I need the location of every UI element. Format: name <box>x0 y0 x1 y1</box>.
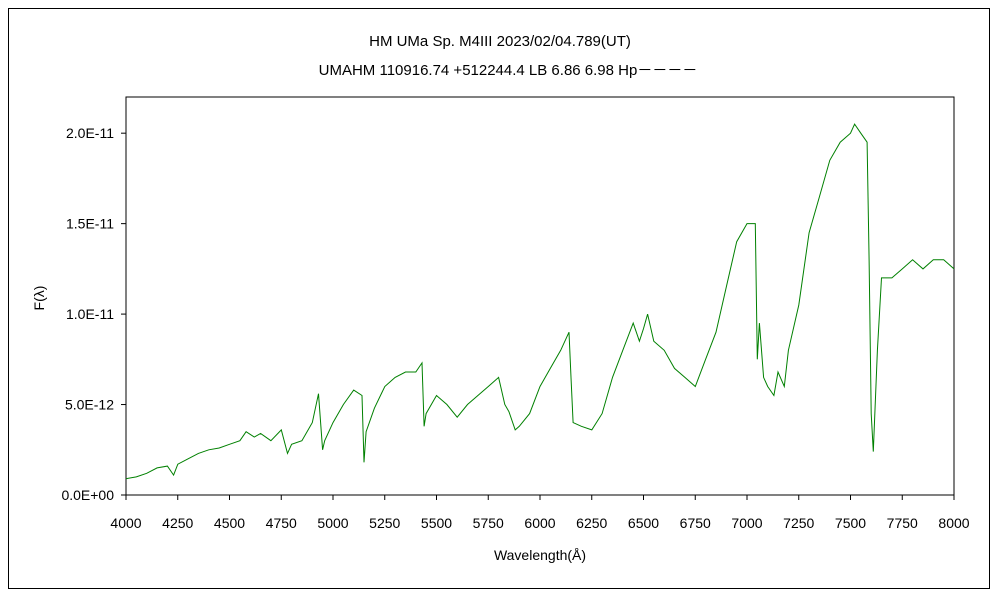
y-tick-label: 0.0E+00 <box>61 487 114 503</box>
x-tick-label: 5000 <box>317 515 348 531</box>
x-tick-label: 6750 <box>680 515 711 531</box>
plot-area <box>125 96 955 496</box>
spectrum-line <box>125 123 955 480</box>
x-tick-label: 8000 <box>938 515 969 531</box>
x-axis: 4000 4250 4500 4750 5000 5250 5500 5750 6000 6250… <box>110 495 970 531</box>
x-tick-label: 4250 <box>162 515 193 531</box>
y-tick-label: 2.0E-11 <box>66 125 114 141</box>
y-tick-label: 1.5E-11 <box>66 216 114 232</box>
x-tick-label: 7250 <box>783 515 814 531</box>
x-axis-label: Wavelength(Å) <box>494 547 586 563</box>
x-tick-label: 4500 <box>214 515 245 531</box>
y-tick-label: 5.0E-12 <box>65 397 114 413</box>
y-axis: 0.0E+00 5.0E-12 1.0E-11 1.5E-11 2.0E-11 <box>61 125 126 503</box>
x-tick-label: 6500 <box>628 515 659 531</box>
x-tick-label: 7750 <box>887 515 918 531</box>
x-tick-label: 6000 <box>524 515 555 531</box>
x-tick-label: 5500 <box>421 515 452 531</box>
x-tick-label: 7000 <box>731 515 762 531</box>
x-tick-label: 4750 <box>266 515 297 531</box>
y-axis-label: F(λ) <box>31 286 47 311</box>
x-tick-label: 6250 <box>576 515 607 531</box>
x-tick-label: 7500 <box>835 515 866 531</box>
x-tick-label: 5750 <box>473 515 504 531</box>
x-tick-label: 5250 <box>369 515 400 531</box>
x-tick-label: 4000 <box>110 515 141 531</box>
chart-title: HM UMa Sp. M4III 2023/02/04.789(UT) <box>369 33 631 50</box>
y-tick-label: 1.0E-11 <box>66 306 114 322</box>
chart-subtitle: UMAHM 110916.74 +512244.4 LB 6.86 6.98 H… <box>319 62 698 79</box>
